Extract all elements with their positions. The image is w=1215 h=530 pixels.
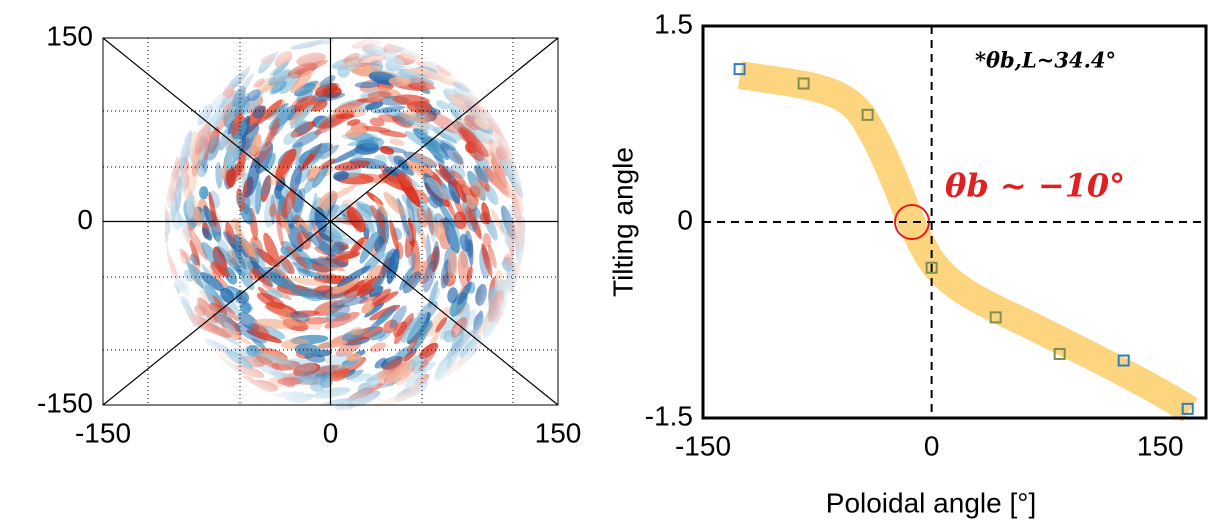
x-tick-label: 150 — [1137, 430, 1184, 461]
data-point — [733, 63, 746, 76]
x-tick-label: 0 — [323, 417, 339, 448]
plot-frame — [701, 24, 1208, 420]
data-point — [797, 77, 810, 90]
y-tick-label: -1.5 — [645, 400, 693, 431]
x-axis-label: Poloidal angle [°] — [826, 487, 1036, 518]
x-tick-label: 150 — [535, 417, 582, 448]
data-point — [1181, 402, 1194, 415]
data-point — [1117, 354, 1130, 367]
trend-band — [737, 61, 1198, 422]
x-tick-label: 0 — [924, 430, 940, 461]
y-tick-label: 0 — [677, 204, 693, 235]
y-tick-label: 150 — [46, 20, 93, 51]
data-point — [989, 311, 1002, 324]
x-tick-label: -150 — [75, 417, 131, 448]
data-point — [1053, 347, 1066, 360]
y-tick-label: 1.5 — [654, 8, 693, 39]
data-point — [861, 108, 874, 121]
image-fade — [165, 38, 525, 410]
annotation: *θb,L~34.4° — [975, 48, 1116, 73]
y-tick-label: -150 — [37, 387, 93, 418]
y-tick-label: 0 — [77, 204, 93, 235]
x-tick-label: -150 — [675, 430, 731, 461]
y-axis-label: Tilting angle — [607, 147, 638, 297]
annotation: θb ~ −10° — [945, 167, 1125, 205]
data-point — [925, 261, 938, 274]
